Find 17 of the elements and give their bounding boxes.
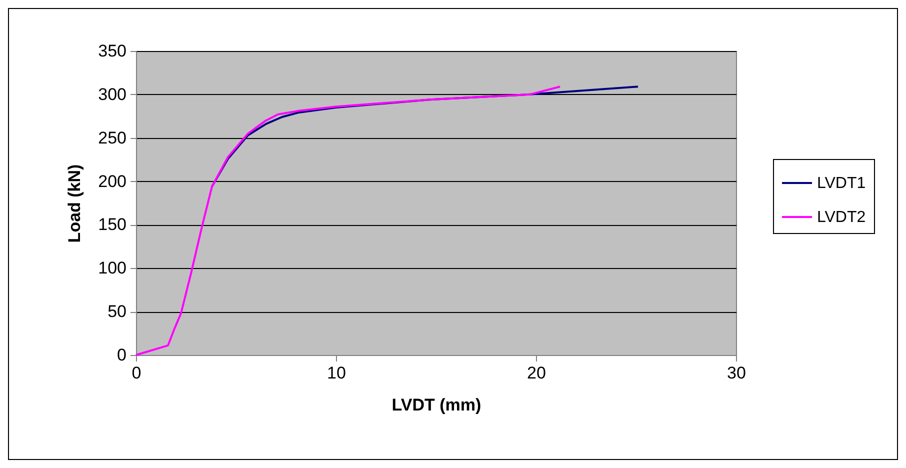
y-tick-label: 100: [98, 258, 126, 278]
x-tick-label: 0: [132, 364, 142, 382]
y-tick-label: 300: [98, 84, 126, 104]
legend-label: LVDT2: [817, 209, 866, 226]
y-tick-label: 200: [98, 172, 126, 191]
y-tick-label: 350: [98, 42, 126, 60]
x-tick-label: 30: [727, 364, 746, 382]
y-tick-label: 150: [98, 215, 126, 234]
legend-label: LVDT1: [817, 175, 866, 192]
line-series: [135, 86, 561, 356]
y-axis-title: Load (kN): [65, 164, 84, 243]
x-axis-title: LVDT (mm): [392, 396, 482, 414]
x-tick-label: 10: [327, 364, 346, 382]
y-tick-label: 50: [108, 302, 126, 322]
y-tick-label: 250: [98, 128, 126, 148]
y-tick-label: 0: [117, 346, 126, 364]
x-tick-label: 20: [527, 364, 546, 382]
